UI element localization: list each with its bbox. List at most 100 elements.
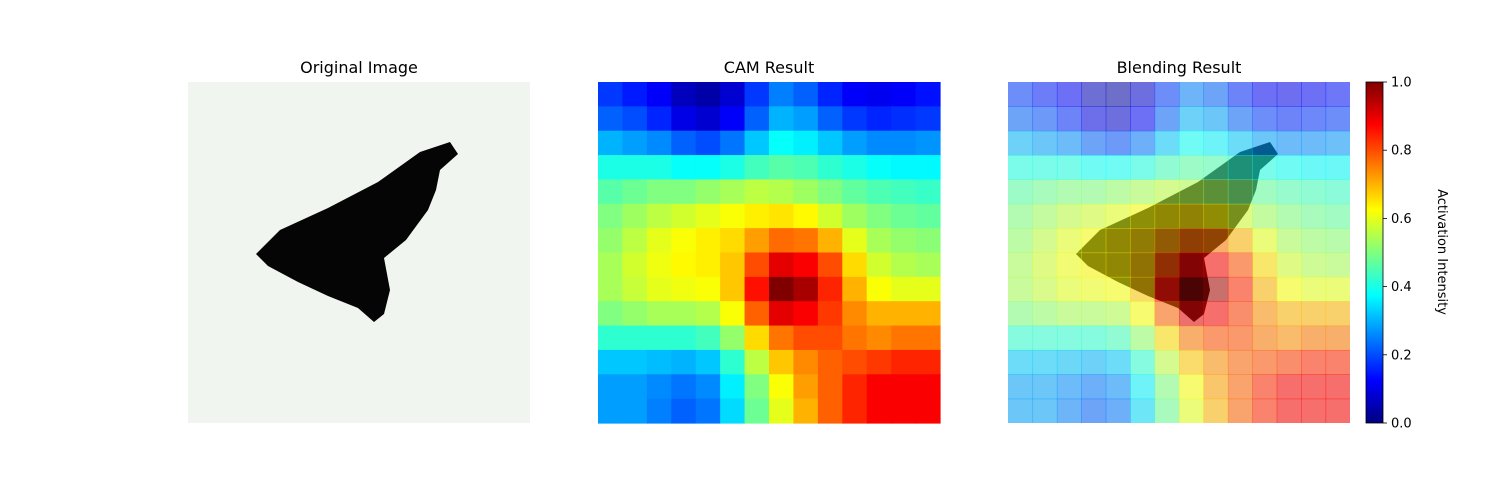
blend-cell <box>1154 203 1180 229</box>
cam-cell <box>671 228 697 254</box>
blend-cell <box>1325 203 1350 229</box>
blend-cell <box>1325 252 1350 278</box>
blend-cell <box>1252 155 1278 181</box>
blend-cell <box>1008 349 1034 375</box>
cam-cell <box>915 301 941 327</box>
blend-cell <box>1203 398 1229 423</box>
cam-cell <box>744 82 770 107</box>
cam-cell <box>817 179 843 205</box>
blend-cell <box>1301 203 1327 229</box>
blend-cell <box>1154 325 1180 351</box>
blend-cell <box>1081 276 1107 302</box>
cam-cell <box>817 82 843 107</box>
cam-cell <box>622 325 648 351</box>
blend-cell <box>1227 325 1253 351</box>
cam-cell <box>744 228 770 254</box>
blend-cell <box>1105 252 1131 278</box>
cam-cell <box>866 301 892 327</box>
cam-cell <box>720 398 746 424</box>
cam-cell <box>842 398 868 424</box>
cam-cell <box>598 398 624 424</box>
cam-cell <box>793 374 819 400</box>
cam-cell <box>866 325 892 351</box>
panel-cam-result: CAM Result <box>598 58 941 424</box>
cam-cell <box>866 349 892 375</box>
blend-cell <box>1276 179 1302 205</box>
blend-cell <box>1130 349 1156 375</box>
cam-cell <box>622 203 648 229</box>
cam-cell <box>598 374 624 400</box>
blend-cell <box>1056 82 1082 107</box>
cam-cell <box>720 228 746 254</box>
colorbar-tick-label: 1.0 <box>1391 76 1412 91</box>
cam-cell <box>744 155 770 181</box>
cam-cell <box>842 252 868 278</box>
blend-cell <box>1227 252 1253 278</box>
cam-cell <box>866 276 892 302</box>
blend-cell <box>1008 228 1034 254</box>
blend-cell <box>1130 82 1156 107</box>
cam-cell <box>817 276 843 302</box>
blend-cell <box>1276 325 1302 351</box>
blend-cell <box>1325 349 1350 375</box>
blend-cell <box>1252 325 1278 351</box>
blend-cell <box>1154 106 1180 132</box>
cam-cell <box>695 252 721 278</box>
cam-cell <box>793 130 819 156</box>
cam-cell <box>891 252 917 278</box>
colorbar-tick-label: 0.6 <box>1391 212 1412 227</box>
cam-cell <box>646 276 672 302</box>
cam-cell <box>695 106 721 132</box>
cam-cell <box>720 252 746 278</box>
cam-cell <box>622 179 648 205</box>
blend-cell <box>1179 301 1205 327</box>
cam-cell <box>598 252 624 278</box>
blend-cell <box>1081 106 1107 132</box>
cam-cell <box>915 82 941 107</box>
cam-cell <box>915 130 941 156</box>
cam-cell <box>817 398 843 424</box>
panel-title-cam: CAM Result <box>724 58 814 77</box>
cam-cell <box>720 203 746 229</box>
blend-cell <box>1032 203 1058 229</box>
cam-cell <box>769 106 795 132</box>
blend-cell <box>1130 130 1156 156</box>
blend-cell <box>1203 82 1229 107</box>
cam-cell <box>695 325 721 351</box>
cam-cell <box>793 398 819 424</box>
blend-cell <box>1081 301 1107 327</box>
blend-cell <box>1252 374 1278 400</box>
cam-cell <box>842 179 868 205</box>
blend-cell <box>1105 228 1131 254</box>
blend-cell <box>1203 179 1229 205</box>
cam-cell <box>695 203 721 229</box>
cam-cell <box>866 374 892 400</box>
blend-cell <box>1227 82 1253 107</box>
blend-cell <box>1203 130 1229 156</box>
cam-cell <box>720 130 746 156</box>
blend-cell <box>1227 301 1253 327</box>
blend-cell <box>1276 374 1302 400</box>
cam-cell <box>646 106 672 132</box>
blend-cell <box>1325 82 1350 107</box>
cam-cell <box>720 276 746 302</box>
cam-cell <box>622 228 648 254</box>
blend-cell <box>1081 203 1107 229</box>
cam-cell <box>598 179 624 205</box>
blend-cell <box>1276 252 1302 278</box>
blend-cell <box>1325 374 1350 400</box>
cam-cell <box>866 398 892 424</box>
cam-cell <box>622 349 648 375</box>
cam-cell <box>769 130 795 156</box>
cam-cell <box>671 374 697 400</box>
blend-cell <box>1130 374 1156 400</box>
blend-cell <box>1252 106 1278 132</box>
blend-cell <box>1081 325 1107 351</box>
blend-cell <box>1252 130 1278 156</box>
blend-cell <box>1056 106 1082 132</box>
cam-cell <box>720 179 746 205</box>
colorbar-ticks: 0.0 0.2 0.4 0.6 0.8 1.0 <box>1383 76 1412 432</box>
blend-cell <box>1105 106 1131 132</box>
blend-cell <box>1032 398 1058 423</box>
blend-cell <box>1154 179 1180 205</box>
